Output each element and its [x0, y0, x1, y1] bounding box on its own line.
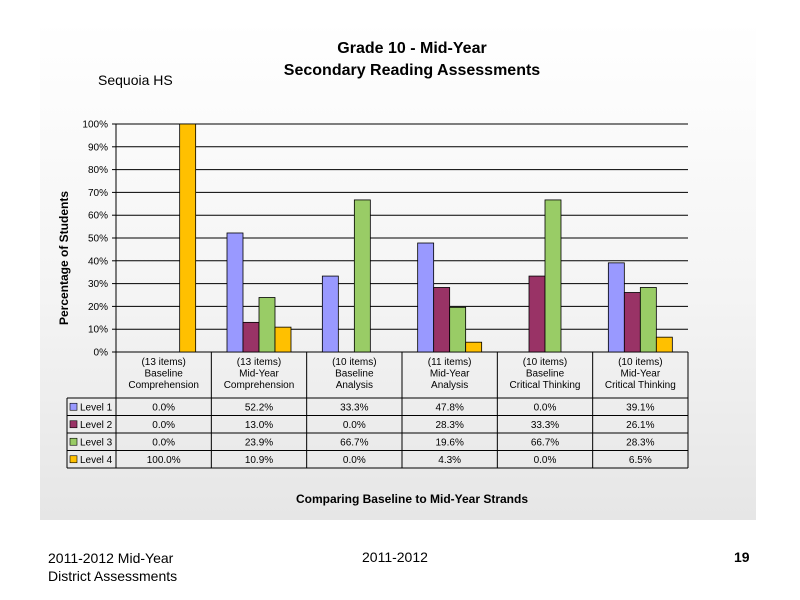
- category-label: Mid-Year: [430, 369, 470, 380]
- footer-left-line2: District Assessments: [48, 568, 178, 584]
- data-label: 26.1%: [626, 420, 654, 431]
- data-label: 47.8%: [435, 402, 463, 413]
- category-label: Baseline: [526, 369, 565, 380]
- data-label: 0.0%: [534, 402, 557, 413]
- bar-level-3: [353, 199, 371, 353]
- y-tick-label: 40%: [88, 256, 108, 267]
- category-label: Comprehension: [224, 380, 295, 391]
- category-label: (10 items): [523, 357, 567, 368]
- category-label: Analysis: [336, 380, 373, 391]
- legend-key: [69, 420, 78, 429]
- data-label: 19.6%: [435, 437, 463, 448]
- category-label: Baseline: [144, 369, 183, 380]
- bar-level-4: [655, 336, 673, 353]
- bar-level-4: [274, 326, 292, 353]
- footer-left-line1: 2011-2012 Mid-Year: [48, 550, 174, 566]
- legend-key: [69, 455, 78, 464]
- data-label: 0.0%: [152, 437, 175, 448]
- y-tick-label: 60%: [88, 211, 108, 222]
- bar-level-2: [528, 275, 546, 353]
- y-tick-label: 10%: [88, 325, 108, 336]
- legend-label: Level 1: [80, 402, 113, 413]
- y-tick-label: 50%: [88, 234, 108, 245]
- category-label: (10 items): [332, 357, 376, 368]
- y-axis-label: Percentage of Students: [57, 191, 71, 325]
- chart-subtitle: Sequoia HS: [98, 72, 173, 88]
- category-label: (10 items): [618, 357, 662, 368]
- x-axis-label: Comparing Baseline to Mid-Year Strands: [296, 492, 528, 506]
- bar-level-3: [639, 287, 657, 353]
- chart-title-line1: Grade 10 - Mid-Year: [337, 40, 486, 57]
- data-label: 39.1%: [626, 402, 654, 413]
- bar-level-4: [179, 123, 197, 353]
- data-label: 0.0%: [152, 402, 175, 413]
- legend-key: [69, 437, 78, 446]
- data-label: 0.0%: [152, 420, 175, 431]
- y-tick-label: 20%: [88, 302, 108, 313]
- footer-left: 2011-2012 Mid-Year District Assessments: [48, 549, 177, 585]
- category-label: Baseline: [335, 369, 374, 380]
- category-label: Mid-Year: [621, 369, 661, 380]
- data-label: 28.3%: [435, 420, 463, 431]
- category-label: Critical Thinking: [605, 380, 676, 391]
- bar-level-2: [433, 287, 451, 353]
- slide-panel: [40, 20, 756, 520]
- data-label: 66.7%: [531, 437, 559, 448]
- data-label: 52.2%: [245, 402, 273, 413]
- data-label: 0.0%: [343, 420, 366, 431]
- category-label: (13 items): [141, 357, 185, 368]
- category-label: (13 items): [237, 357, 281, 368]
- data-label: 0.0%: [343, 455, 366, 466]
- footer-center: 2011-2012: [362, 549, 428, 565]
- data-label: 6.5%: [629, 455, 652, 466]
- category-label: (11 items): [428, 357, 472, 368]
- bar-level-1: [226, 232, 244, 353]
- bar-level-2: [623, 292, 641, 353]
- y-tick-label: 70%: [88, 188, 108, 199]
- page-number: 19: [734, 549, 750, 565]
- bar-level-3: [544, 199, 562, 353]
- data-label: 13.0%: [245, 420, 273, 431]
- data-label: 23.9%: [245, 437, 273, 448]
- bar-level-4: [465, 341, 483, 353]
- data-label: 10.9%: [245, 455, 273, 466]
- data-label: 4.3%: [438, 455, 461, 466]
- data-label: 100.0%: [147, 455, 181, 466]
- data-label: 66.7%: [340, 437, 368, 448]
- data-label: 33.3%: [531, 420, 559, 431]
- bar-level-1: [607, 262, 625, 353]
- data-label: 28.3%: [626, 437, 654, 448]
- category-label: Comprehension: [128, 380, 199, 391]
- category-label: Mid-Year: [239, 369, 279, 380]
- bar-level-2: [242, 321, 260, 353]
- bar-level-3: [258, 297, 276, 353]
- bar-level-1: [321, 275, 339, 353]
- y-tick-label: 30%: [88, 279, 108, 290]
- legend-label: Level 2: [80, 420, 113, 431]
- y-tick-label: 0%: [94, 348, 109, 359]
- bar-level-1: [417, 242, 435, 353]
- chart-title-line2: Secondary Reading Assessments: [284, 62, 541, 79]
- y-tick-label: 90%: [88, 142, 108, 153]
- legend-label: Level 4: [80, 455, 113, 466]
- category-label: Analysis: [431, 380, 468, 391]
- y-tick-label: 100%: [82, 120, 108, 131]
- bar-level-3: [449, 306, 467, 353]
- data-label: 0.0%: [534, 455, 557, 466]
- data-label: 33.3%: [340, 402, 368, 413]
- y-tick-label: 80%: [88, 165, 108, 176]
- legend-label: Level 3: [80, 437, 113, 448]
- category-label: Critical Thinking: [510, 380, 581, 391]
- legend-key: [69, 402, 78, 411]
